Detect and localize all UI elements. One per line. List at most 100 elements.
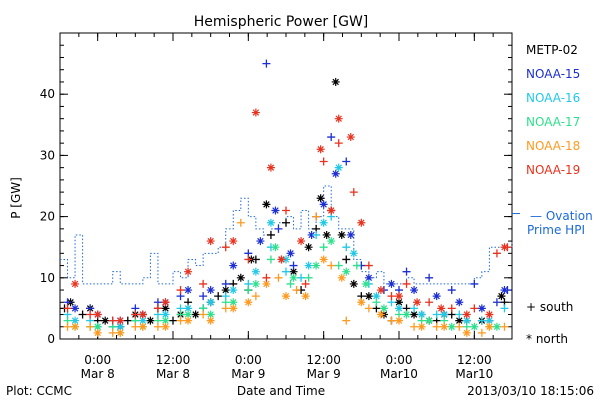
south-point-noaa17 (286, 279, 295, 288)
north-point-noaa16 (266, 218, 275, 227)
south-point-noaa19 (63, 304, 72, 313)
north-point-noaa19 (437, 304, 446, 313)
south-point-noaa17 (304, 273, 313, 282)
y-tick-label: 40 (40, 87, 55, 101)
north-point-noaa18 (462, 328, 471, 337)
north-point-metp02 (395, 298, 403, 307)
north-point-noaa17 (492, 322, 501, 331)
south-point-noaa19 (262, 273, 271, 282)
north-point-noaa19 (277, 255, 286, 264)
south-point-noaa18 (108, 328, 117, 337)
x-tick-label-date: Mar10 (455, 367, 493, 381)
north-point-metp02 (316, 194, 325, 203)
north-point-metp02 (289, 267, 298, 276)
south-point-noaa16 (282, 267, 290, 276)
north-point-noaa15 (256, 237, 265, 246)
south-point-noaa15 (402, 267, 411, 276)
north-point-noaa15 (271, 206, 280, 215)
north-point-noaa19 (327, 206, 336, 215)
south-point-noaa18 (410, 322, 419, 331)
north-point-noaa16 (282, 255, 290, 264)
legend-satellite-noaa18: NOAA-18 (526, 139, 580, 153)
north-point-noaa18 (440, 322, 449, 331)
south-point-noaa19 (301, 279, 310, 288)
north-point-noaa19 (138, 310, 147, 319)
x-tick-label-time: 12:00 (156, 353, 191, 367)
south-point-noaa17 (352, 261, 361, 270)
south-point-noaa18 (251, 292, 260, 301)
north-point-noaa18 (485, 322, 494, 331)
north-point-noaa17 (93, 322, 102, 331)
north-point-metp02 (364, 292, 373, 301)
south-point-metp02 (78, 310, 87, 319)
x-tick-label-date: Mar10 (380, 367, 418, 381)
south-point-noaa17 (372, 298, 381, 307)
north-point-noaa18 (244, 298, 253, 307)
north-point-noaa15 (206, 286, 215, 295)
south-point-noaa19 (199, 279, 208, 288)
north-point-noaa16 (372, 292, 381, 301)
south-point-noaa17 (244, 286, 253, 295)
footer-timestamp: 2013/03/10 18:15:06 (467, 384, 594, 398)
south-point-noaa18 (312, 212, 321, 221)
north-point-noaa19 (71, 279, 80, 288)
south-point-noaa19 (153, 304, 162, 313)
north-point-metp02 (101, 316, 110, 325)
north-point-noaa16 (485, 316, 494, 325)
south-point-noaa15 (492, 298, 501, 307)
north-point-noaa17 (312, 261, 321, 270)
north-point-metp02 (331, 77, 340, 86)
south-point-noaa19 (334, 139, 343, 148)
north-point-noaa18 (71, 322, 80, 331)
north-point-noaa19 (485, 310, 494, 319)
north-point-noaa18 (301, 292, 310, 301)
south-point-noaa18 (500, 322, 509, 331)
south-point-noaa19 (244, 255, 253, 264)
south-point-noaa18 (327, 261, 336, 270)
south-point-metp02 (169, 316, 177, 325)
x-tick-label-time: 12:00 (457, 353, 492, 367)
south-point-noaa19 (176, 286, 185, 295)
north-point-noaa19 (184, 267, 193, 276)
north-point-noaa16 (161, 310, 170, 319)
south-point-noaa18 (63, 322, 72, 331)
north-point-noaa18 (116, 328, 125, 337)
north-point-noaa17 (342, 267, 351, 276)
north-point-noaa16 (440, 310, 449, 319)
legend-satellite-noaa16: NOAA-16 (526, 91, 580, 105)
north-point-noaa17 (229, 298, 238, 307)
south-point-noaa15 (289, 261, 298, 270)
north-point-noaa18 (184, 316, 193, 325)
south-point-metp02 (342, 255, 351, 264)
north-point-noaa17 (402, 310, 411, 319)
north-point-noaa19 (161, 298, 170, 307)
north-point-noaa19 (346, 133, 355, 142)
south-point-noaa16 (477, 316, 486, 325)
x-tick-label-date: Mar 8 (81, 367, 115, 381)
north-point-noaa17 (425, 316, 434, 325)
north-point-noaa15 (387, 279, 396, 288)
north-point-metp02 (146, 316, 155, 325)
legend-north-marker: * north (526, 332, 568, 346)
north-point-noaa19 (229, 237, 238, 246)
north-point-noaa15 (432, 292, 441, 301)
south-point-noaa15 (447, 286, 456, 295)
north-point-noaa18 (262, 279, 271, 288)
north-point-noaa19 (413, 298, 422, 307)
legend-ovation-line2: Prime HPI (527, 223, 585, 237)
north-point-noaa19 (462, 310, 471, 319)
north-point-noaa19 (316, 145, 325, 154)
x-tick-label-date: Mar 9 (231, 367, 265, 381)
chart-title: Hemispheric Power [GW] (194, 14, 369, 30)
north-point-metp02 (236, 273, 245, 282)
south-point-noaa19 (221, 243, 230, 252)
north-point-noaa16 (116, 322, 125, 331)
north-point-noaa19 (93, 310, 102, 319)
y-tick-label: 10 (40, 271, 55, 285)
north-point-noaa17 (251, 279, 260, 288)
north-point-noaa16 (184, 304, 193, 313)
x-tick-label-time: 0:00 (235, 353, 262, 367)
south-point-noaa18 (86, 322, 95, 331)
north-point-noaa15 (319, 200, 328, 209)
